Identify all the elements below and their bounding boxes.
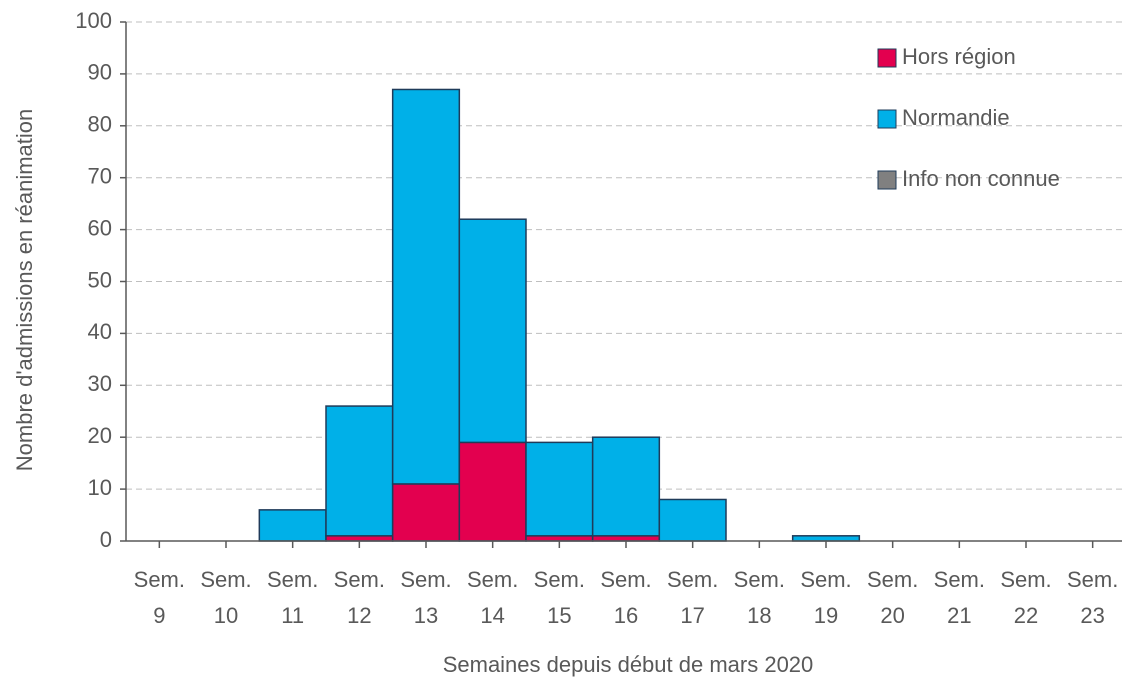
bar <box>791 535 861 542</box>
x-tick-label: Sem. 14 <box>467 567 518 628</box>
bar <box>525 535 594 542</box>
y-tick-label: 70 <box>88 164 112 189</box>
bar <box>591 535 661 542</box>
x-tick-label: Sem. 16 <box>600 567 651 628</box>
y-tick-label: 30 <box>88 371 112 396</box>
x-axis-label: Semaines depuis début de mars 2020 <box>443 652 814 677</box>
legend-label: Info non connue <box>902 166 1060 191</box>
y-tick-label: 40 <box>88 319 112 344</box>
y-tick-label: 90 <box>88 60 112 85</box>
x-tick-label: Sem. 22 <box>1000 567 1051 628</box>
x-tick-label: Sem. 20 <box>867 567 918 628</box>
x-tick-label: Sem. 23 <box>1067 567 1118 628</box>
legend-swatch <box>877 48 897 68</box>
x-tick-label: Sem. 15 <box>534 567 585 628</box>
bar <box>458 218 527 444</box>
x-tick-label: Sem. 11 <box>267 567 318 628</box>
legend-swatch <box>877 109 897 129</box>
x-tick-label: Sem. 18 <box>734 567 785 628</box>
x-tick-label: Sem. 9 <box>134 567 185 628</box>
y-tick-label: 100 <box>75 8 112 33</box>
bar <box>391 88 461 485</box>
y-tick-label: 50 <box>88 267 112 292</box>
bar <box>525 441 594 537</box>
bar <box>658 498 727 542</box>
y-tick-label: 60 <box>88 215 112 240</box>
x-tick-label: Sem. 12 <box>334 567 385 628</box>
y-tick-label: 80 <box>88 112 112 137</box>
bar <box>325 535 394 542</box>
x-tick-label: Sem. 21 <box>934 567 985 628</box>
legend-label: Hors région <box>902 44 1016 69</box>
x-tick-label: Sem. 17 <box>667 567 718 628</box>
y-axis-label: Nombre d'admissions en réanimation <box>12 109 37 471</box>
bar <box>591 436 661 537</box>
bar <box>325 405 394 537</box>
legend-swatch <box>877 170 897 190</box>
x-tick-label: Sem. 10 <box>200 567 251 628</box>
y-tick-label: 0 <box>100 527 112 552</box>
legend-label: Normandie <box>902 105 1010 130</box>
y-tick-label: 20 <box>88 423 112 448</box>
y-tick-label: 10 <box>88 475 112 500</box>
x-tick-label: Sem. 19 <box>800 567 851 628</box>
bar <box>258 509 327 542</box>
x-tick-label: Sem. 13 <box>400 567 451 628</box>
bar <box>391 483 461 542</box>
bar <box>458 441 527 542</box>
